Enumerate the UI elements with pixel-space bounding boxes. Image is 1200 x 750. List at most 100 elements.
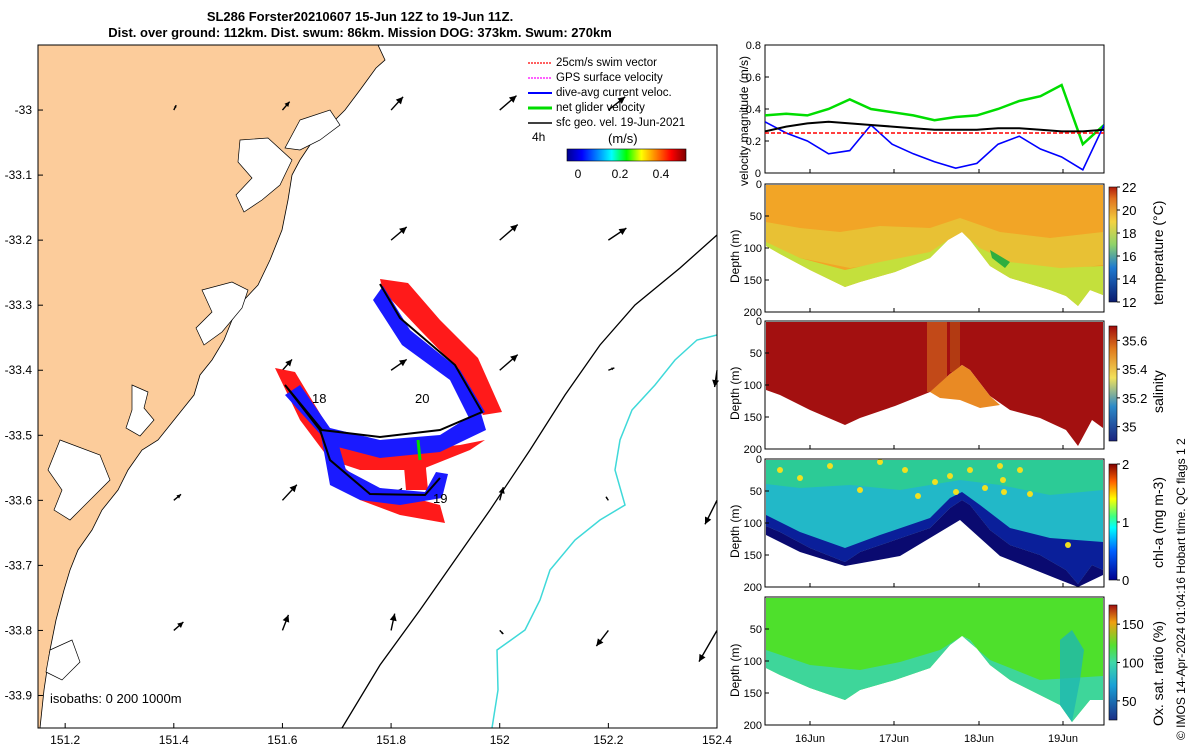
map-x-tick-label: 152.2 <box>593 733 623 747</box>
geo-arrow-head <box>498 487 505 494</box>
depth-tick-label: 50 <box>750 624 762 636</box>
time-tick-label: 18Jun <box>964 733 994 745</box>
depth-tick-label: 150 <box>744 412 762 424</box>
day-label-20: 20 <box>415 391 429 406</box>
section-ticks: 0501001502001214161820220501001502003535… <box>744 179 1148 732</box>
legend-swim: 25cm/s swim vector <box>556 57 657 69</box>
cbar-tick-label: 0 <box>1122 573 1129 588</box>
depth-tick-label: 150 <box>744 688 762 700</box>
depth-tick-label: 100 <box>744 380 762 392</box>
temperature-cbar-label: temperature (°C) <box>1150 200 1166 305</box>
geo-arrow-head <box>284 101 290 108</box>
geo-arrow-head <box>617 96 626 104</box>
isobath-200m <box>341 234 717 728</box>
chl-high-dot <box>1000 477 1006 483</box>
geo-arrow-head <box>282 614 290 623</box>
time-tick-label: 17Jun <box>879 733 909 745</box>
chl-high-dot <box>1027 491 1033 497</box>
depth-tick-label: 0 <box>756 454 762 466</box>
title-line-1: SL286 Forster20210607 15-Jun 12Z to 19-J… <box>206 9 514 24</box>
title-line-2: Dist. over ground: 112km. Dist. swum: 86… <box>108 25 612 40</box>
map-panel: 18 20 19 25cm/s swim vector GPS surface … <box>5 44 732 747</box>
day-label-18: 18 <box>312 391 326 406</box>
cbar-tick-label: 50 <box>1122 694 1136 709</box>
depth-tick-label: 200 <box>744 720 762 732</box>
velocity-panel: 0 0.2 0.4 0.6 0.8 <box>746 40 1105 180</box>
side-note: © IMOS 14-Apr-2024 01:04:16 Hobart time.… <box>1174 438 1188 740</box>
map-y-tick-label: -33.2 <box>5 233 33 247</box>
colorbar-unit: (m/s) <box>608 131 638 146</box>
geo-arrow-head <box>605 496 608 499</box>
velocity-ylabel: velocity magnitude (m/s) <box>737 55 751 186</box>
geo-arrow-head <box>618 228 627 235</box>
day-label-19: 19 <box>433 491 447 506</box>
map-y-ticks: -33 -33.1 -33.2 -33.3 -33.4 -33.5 -33.6 -33.7 -3… <box>5 103 43 702</box>
geo-arrow-head <box>174 105 177 108</box>
swim-vector-band-north <box>380 279 502 415</box>
depth-tick-label: 0 <box>756 179 762 191</box>
isobath-1000m <box>491 334 717 728</box>
chlorophyll-section <box>764 458 1118 588</box>
cbar-tick-label: 150 <box>1122 617 1144 632</box>
chl-high-dot <box>932 479 938 485</box>
map-x-tick-label: 151.8 <box>376 733 406 747</box>
salinity-ylabel: Depth (m) <box>728 366 742 420</box>
geo-arrow-head <box>510 224 518 232</box>
colorbar-tick-2: 0.4 <box>653 167 670 181</box>
estuary-3 <box>195 281 249 346</box>
salinity-cbar-label: salinity <box>1150 370 1166 413</box>
velocity-series-line <box>765 83 1104 147</box>
oxygen-section <box>764 596 1118 726</box>
cbar-tick-label: 20 <box>1122 203 1136 218</box>
depth-tick-label: 0 <box>756 316 762 328</box>
map-y-tick-label: -33.1 <box>5 168 33 182</box>
legend-net: net glider velocity <box>556 102 645 114</box>
map-frame <box>37 44 718 729</box>
map-y-tick-label: -33.8 <box>5 623 33 637</box>
legend-gps: GPS surface velocity <box>556 72 663 84</box>
map-x-tick-label: 151.2 <box>50 733 80 747</box>
cbar-tick-label: 35.4 <box>1122 362 1147 377</box>
isobath-label: isobaths: 0 200 1000m <box>50 691 182 706</box>
cbar-tick-label: 35 <box>1122 420 1136 435</box>
velocity-series <box>765 83 1104 171</box>
oxygen-cbar-label: Ox. sat. ratio (%) <box>1150 620 1166 726</box>
sfc-geostrophic-arrows <box>173 95 720 662</box>
chl-high-dot <box>1065 542 1071 548</box>
swim-vector-band-lower <box>330 455 445 523</box>
geo-arrow-head <box>398 359 407 367</box>
cbar-tick-label: 16 <box>1122 249 1136 264</box>
map-y-tick-label: -33.7 <box>5 558 33 572</box>
cbar-tick-label: 12 <box>1122 295 1136 310</box>
depth-tick-label: 50 <box>750 486 762 498</box>
velocity-series-line <box>765 121 1104 171</box>
cbar-tick-label: 100 <box>1122 656 1144 671</box>
chl-high-dot <box>953 489 959 495</box>
vel-tick-label: 0.4 <box>746 104 761 116</box>
current-band-lower <box>320 430 448 505</box>
estuary-1 <box>284 109 341 151</box>
glider-track <box>275 279 502 523</box>
vel-tick-label: 0.8 <box>746 40 761 52</box>
map-y-tick-label: -33.3 <box>5 298 33 312</box>
chl-high-dot <box>967 467 973 473</box>
geo-arrow-head <box>289 484 297 493</box>
time-tick-label: 16Jun <box>795 733 825 745</box>
chl-high-dot <box>997 463 1003 469</box>
geo-arrow-head <box>177 622 184 628</box>
map-x-tick-label: 152 <box>490 733 510 747</box>
legend-sfc-geo: sfc geo. vel. 19-Jun-2021 <box>556 117 685 129</box>
temperature-section <box>764 183 1118 313</box>
geo-arrow-head <box>285 359 293 367</box>
depth-tick-label: 150 <box>744 550 762 562</box>
map-x-tick-label: 151.4 <box>159 733 189 747</box>
map-x-tick-label: 151.6 <box>267 733 297 747</box>
cbar-tick-label: 18 <box>1122 226 1136 241</box>
geo-arrow-head <box>500 631 504 635</box>
legend-time: 4h <box>532 130 545 144</box>
geo-arrow-head <box>705 516 712 525</box>
cbar-tick-label: 35.6 <box>1122 333 1147 348</box>
estuary-2 <box>235 137 293 213</box>
swim-vector-band-inner <box>403 455 428 490</box>
geo-arrow-head <box>712 379 720 388</box>
